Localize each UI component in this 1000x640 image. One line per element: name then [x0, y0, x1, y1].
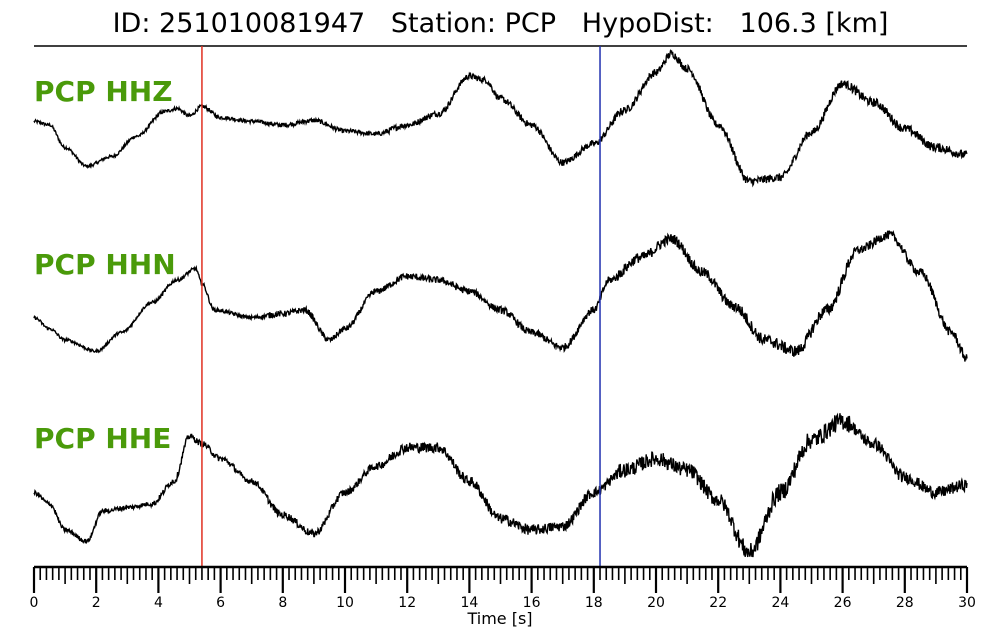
hypodist-label: HypoDist: [581, 8, 714, 39]
trace-line [33, 48, 968, 188]
station-value: PCP [504, 8, 557, 39]
trace-label: PCP HHN [34, 248, 176, 281]
picks-group [201, 46, 601, 567]
id-value: 251010081947 [159, 8, 366, 39]
traces-group: PCP HHZ PCP HHN PCP HHE [33, 48, 968, 558]
trace-line [33, 229, 968, 362]
x-tick-label: 2 [92, 595, 101, 611]
trace-label: PCP HHZ [34, 75, 173, 108]
trace-pcp-hhn: PCP HHN [33, 229, 968, 362]
x-axis-label: Time [s] [466, 609, 532, 628]
trace-pcp-hhe: PCP HHE [33, 412, 968, 558]
x-tick-label: 26 [834, 595, 852, 611]
x-tick-label: 8 [278, 595, 287, 611]
x-tick-label: 24 [771, 595, 789, 611]
id-label: ID: [112, 8, 151, 39]
trace-pcp-hhz: PCP HHZ [33, 48, 968, 188]
x-tick-label: 20 [647, 595, 665, 611]
x-tick-label: 6 [216, 595, 225, 611]
station-label: Station: [390, 8, 497, 39]
hypodist-value: 106.3 [km] [739, 8, 889, 39]
x-tick-label: 14 [460, 595, 478, 611]
x-tick-label: 4 [154, 595, 163, 611]
time-axis: 0 2 4 6 8 10 12 14 16 18 20 22 24 26 28 30 [30, 565, 976, 611]
x-tick-label: 28 [896, 595, 914, 611]
x-tick-label: 12 [398, 595, 416, 611]
trace-line [33, 412, 968, 558]
chart-title: ID: 251010081947 Station: PCP HypoDist: … [34, 8, 967, 39]
x-tick-label: 10 [336, 595, 354, 611]
x-tick-label: 30 [958, 595, 976, 611]
x-tick-label: 18 [585, 595, 603, 611]
x-tick-label: 0 [30, 595, 39, 611]
x-tick-label: 22 [709, 595, 727, 611]
x-tick-label: 16 [523, 595, 541, 611]
trace-label: PCP HHE [34, 422, 171, 455]
